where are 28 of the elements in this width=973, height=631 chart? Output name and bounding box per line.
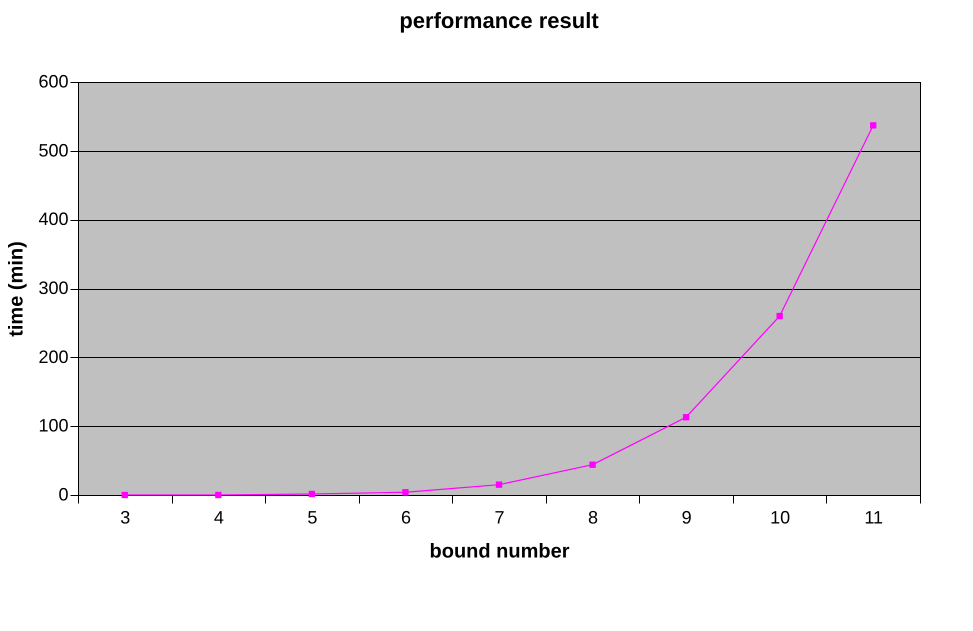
point	[308, 490, 316, 498]
y-tick-label: 400	[38, 209, 68, 230]
point	[589, 462, 596, 468]
y-tick-label: 300	[38, 278, 68, 298]
x-tick-label: 5	[307, 508, 318, 528]
point	[496, 482, 502, 488]
point	[402, 489, 409, 496]
x-tick-label: 11	[864, 508, 884, 528]
point	[682, 414, 690, 420]
x-tick-label: 7	[494, 508, 505, 528]
x-tick-label: 8	[588, 508, 598, 528]
x-tick-label: 6	[400, 508, 411, 528]
y-tick-label: 500	[38, 140, 68, 160]
y-tick-label: 200	[38, 346, 68, 367]
chart-title: performance result	[399, 8, 600, 33]
x-tick-label: 4	[214, 508, 224, 528]
y-axis-title: time (min)	[5, 241, 28, 337]
point	[122, 492, 128, 498]
x-tick-label: 10	[770, 508, 790, 528]
x-tick-label: 9	[682, 508, 692, 528]
point	[870, 122, 876, 129]
y-tick-label: 600	[38, 72, 68, 92]
point	[215, 492, 222, 498]
y-tick-label: 0	[58, 484, 68, 504]
y-tick-label: 100	[38, 416, 68, 436]
x-tick-label: 3	[120, 508, 130, 528]
point	[776, 312, 783, 320]
x-axis-title: bound number	[430, 540, 570, 562]
